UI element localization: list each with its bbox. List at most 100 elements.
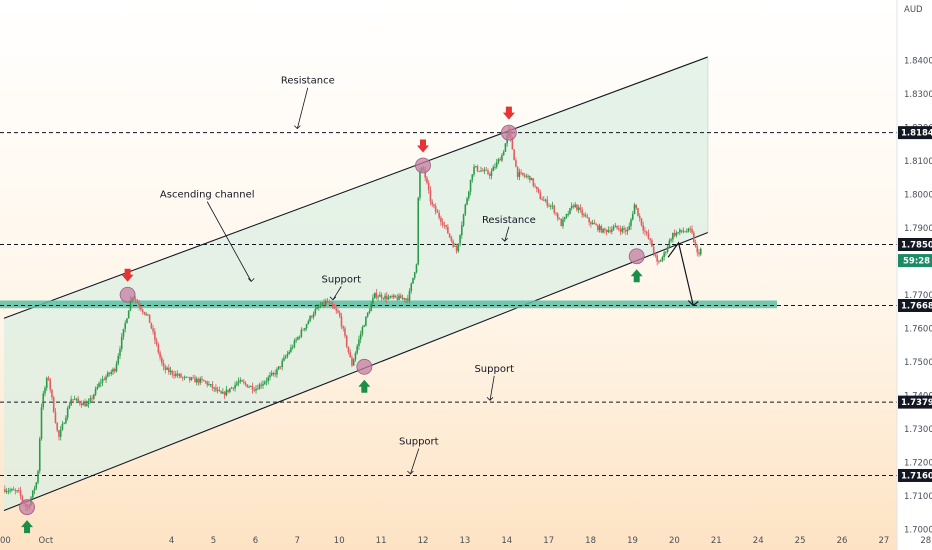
up-arrow-icon — [630, 269, 643, 283]
candle-body — [611, 229, 613, 232]
candle-body — [16, 490, 18, 492]
candle-body — [450, 236, 453, 241]
candle-body — [598, 226, 601, 231]
candle-body — [513, 149, 515, 161]
candle-body — [679, 229, 681, 233]
candle-body — [415, 264, 418, 273]
candle-body — [398, 295, 400, 300]
candle-body — [241, 380, 243, 382]
annotation-pointer-head — [407, 470, 414, 475]
annotation-pointer-line — [489, 375, 495, 401]
candle-body — [467, 191, 470, 199]
candle-body — [576, 204, 578, 211]
time-axis[interactable]: 00Oct45671011121314171819202124252627283… — [0, 536, 932, 546]
candle-body — [199, 378, 202, 383]
candle-body — [408, 290, 411, 301]
candle-body — [331, 303, 334, 307]
time-tick-label: 19 — [627, 536, 638, 546]
candle-body — [471, 174, 474, 180]
candle-body — [604, 228, 606, 230]
candle-body — [178, 374, 181, 376]
candle-body — [9, 490, 11, 492]
candle-body — [583, 214, 585, 216]
candle-body — [279, 366, 282, 368]
candle-body — [419, 171, 421, 198]
candle-body — [159, 352, 161, 358]
candle-body — [183, 376, 186, 378]
candle-body — [326, 300, 329, 303]
candle-body — [441, 222, 444, 225]
candle-body — [340, 316, 343, 327]
candle-body — [666, 246, 669, 252]
candle-body — [19, 490, 22, 496]
candle-body — [379, 294, 381, 297]
candle-body — [272, 372, 275, 374]
candle-body — [359, 334, 362, 340]
candle-body — [642, 225, 645, 231]
candle-body — [658, 261, 660, 263]
candle-body — [399, 295, 402, 299]
candle-body — [38, 438, 41, 472]
time-tick-label: 25 — [795, 536, 806, 546]
candle-body — [323, 302, 325, 305]
candle-body — [284, 356, 287, 358]
candle-body — [680, 229, 683, 232]
candle-body — [298, 336, 301, 338]
candle-body — [31, 490, 34, 498]
candle-body — [544, 199, 547, 201]
candle-body — [612, 227, 615, 230]
candle-body — [75, 398, 78, 400]
candle-body — [154, 331, 156, 341]
annotation-pointer-line — [410, 448, 420, 475]
candle-body — [687, 228, 690, 232]
level-price-tag — [898, 126, 932, 140]
candle-body — [619, 229, 622, 232]
candle-body — [162, 362, 165, 367]
candle-body — [70, 399, 72, 406]
candle-body — [351, 357, 353, 366]
candle-body — [443, 224, 446, 226]
price-axis[interactable]: 1.840001.830001.820001.810001.800001.790… — [898, 56, 932, 535]
price-tick-label: 1.81000 — [904, 157, 932, 167]
candle-body — [417, 197, 420, 265]
candles — [4, 126, 702, 511]
candle-body — [548, 205, 550, 207]
candle-body — [21, 495, 24, 501]
candle-body — [673, 232, 676, 236]
candle-body — [86, 403, 88, 407]
candle-body — [101, 379, 104, 383]
candle-body — [607, 230, 610, 233]
annotation-pointer-head — [501, 237, 508, 242]
candle-body — [98, 383, 100, 387]
candle-body — [570, 205, 573, 209]
candle-body — [220, 391, 222, 394]
candle-body — [286, 353, 289, 357]
candle-body — [483, 169, 486, 172]
candle-body — [426, 177, 428, 183]
candle-body — [148, 314, 151, 323]
candle-body — [161, 357, 163, 363]
candle-body — [185, 376, 188, 378]
candle-body — [572, 205, 575, 208]
candle-body — [490, 171, 493, 176]
candle-body — [4, 489, 6, 492]
candle-body — [171, 370, 174, 375]
candle-body — [542, 200, 545, 201]
candle-body — [434, 206, 437, 212]
candle-body — [347, 346, 350, 353]
candle-body — [476, 166, 479, 171]
candle-body — [190, 377, 193, 380]
level-price-tag — [898, 237, 932, 251]
candle-body — [494, 167, 496, 168]
candle-body — [164, 366, 167, 370]
time-tick-label: 13 — [459, 536, 470, 546]
candle-body — [447, 226, 449, 234]
level-price-label: 1.73796 — [901, 398, 932, 408]
candle-body — [66, 408, 69, 418]
candle-body — [140, 306, 142, 310]
level-price-label: 1.71606 — [901, 471, 932, 481]
annotation-pointer-head — [486, 397, 494, 401]
candle-body — [12, 489, 15, 491]
candle-body — [670, 239, 672, 241]
